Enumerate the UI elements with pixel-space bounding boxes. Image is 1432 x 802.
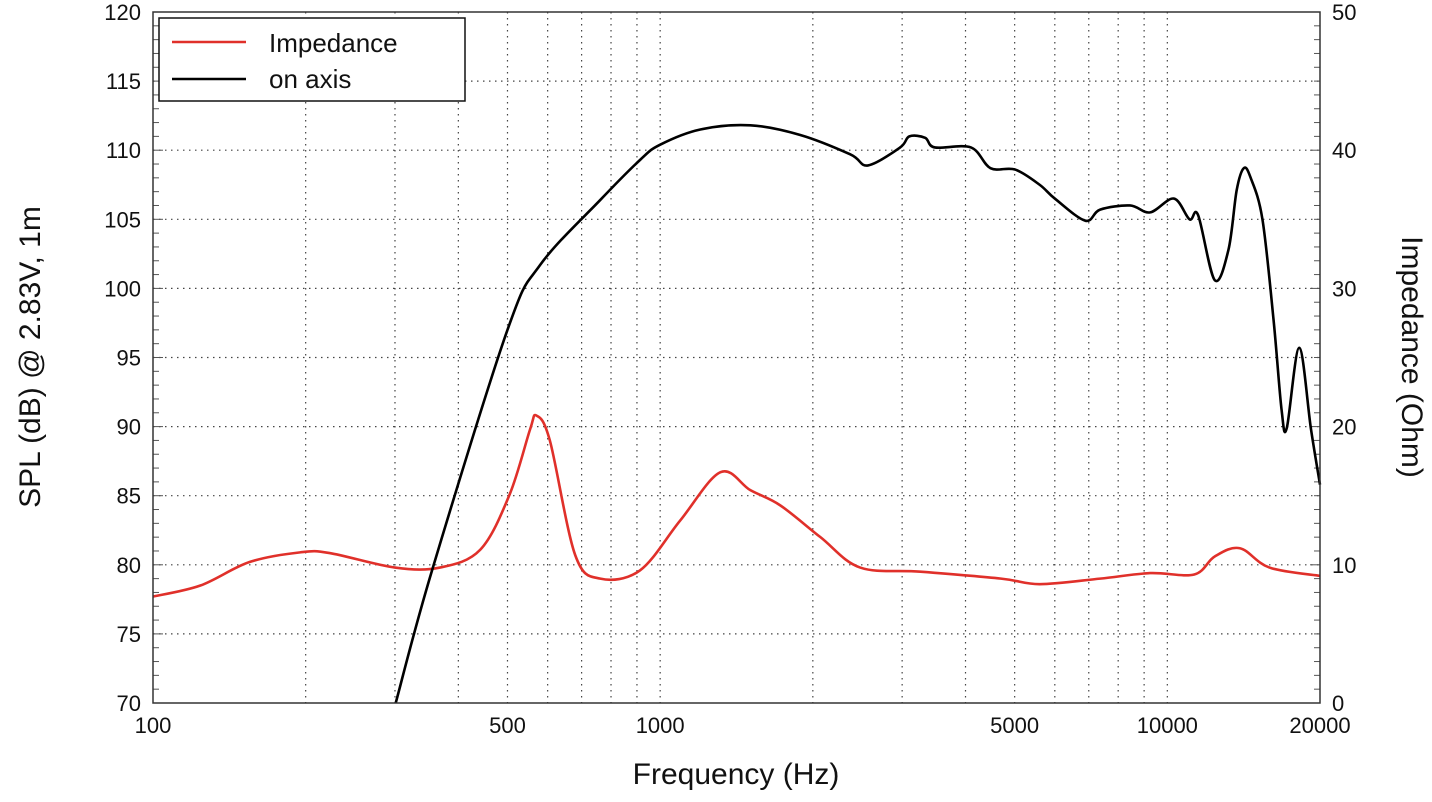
y-tick-label: 75 <box>117 622 141 647</box>
x-tick-label: 100 <box>135 713 172 738</box>
plot-frame <box>152 11 1321 704</box>
x-tick-label: 1000 <box>636 713 685 738</box>
x-tick-label: 500 <box>489 713 526 738</box>
x-tick-label: 5000 <box>990 713 1039 738</box>
legend: Impedance on axis <box>158 17 466 102</box>
x-tick-label: 20000 <box>1289 713 1350 738</box>
y2-axis-label: Impedance (Ohm) <box>1395 236 1428 478</box>
y-tick-label: 70 <box>117 691 141 716</box>
series-line-on-axis <box>394 123 1322 704</box>
y-tick-label: 115 <box>106 69 141 94</box>
y-tick-label: 100 <box>104 276 141 301</box>
legend-box <box>158 17 466 102</box>
y-tick-label: 95 <box>117 346 141 371</box>
series-lines <box>152 123 1322 704</box>
legend-label-impedance: Impedance <box>269 28 398 58</box>
y-tick-label: 80 <box>117 553 141 578</box>
y2-tick-label: 10 <box>1332 553 1356 578</box>
y2-tick-label: 30 <box>1332 276 1356 301</box>
y2-tick-label: 50 <box>1332 0 1356 25</box>
x-axis-label: Frequency (Hz) <box>633 758 840 791</box>
y-tick-label: 85 <box>117 484 141 509</box>
y2-tick-label: 20 <box>1332 415 1356 440</box>
y-tick-label: 105 <box>104 207 141 232</box>
y2-tick-label: 40 <box>1332 138 1356 163</box>
legend-label-on-axis: on axis <box>269 64 351 94</box>
series-line-impedance <box>152 413 1321 598</box>
y-tick-label: 90 <box>117 415 141 440</box>
y2-tick-label: 0 <box>1332 691 1344 716</box>
y-tick-label: 110 <box>106 138 141 163</box>
grid <box>153 12 1320 703</box>
y-tick-label: 120 <box>104 0 141 25</box>
axis-ticks: 70 75 80 85 90 95 100 105 110 115 120 0 10 20 30 40 50 10… <box>104 0 1356 738</box>
x-tick-label: 10000 <box>1137 713 1198 738</box>
y-axis-label: SPL (dB) @ 2.83V, 1m <box>14 206 47 508</box>
